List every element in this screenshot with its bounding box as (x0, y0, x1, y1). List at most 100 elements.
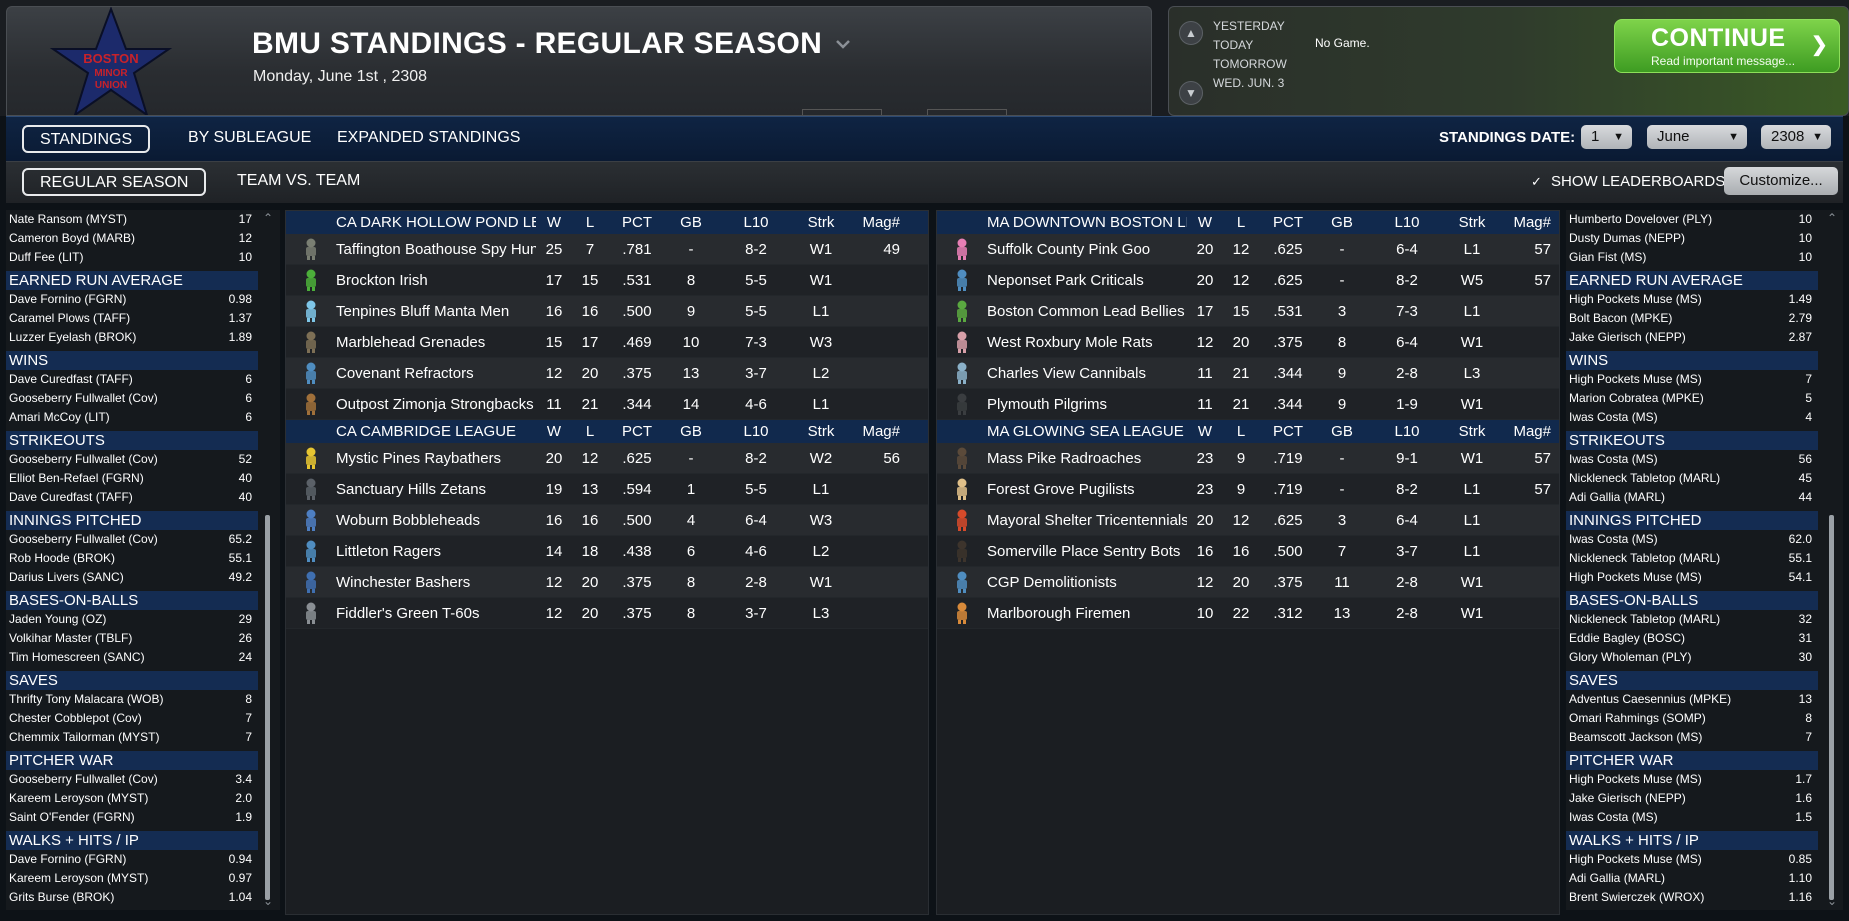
team-row[interactable]: Mystic Pines Raybathers 20 12 .625 - 8-2 W2 56 (286, 443, 928, 474)
tab-expanded-standings[interactable]: EXPANDED STANDINGS (337, 129, 521, 146)
leader-row[interactable]: Glory Wholeman (PLY) 30 (1566, 648, 1818, 667)
column-header[interactable]: W (1197, 423, 1213, 440)
day-next[interactable]: WED. JUN. 3 (1213, 76, 1285, 90)
chevron-down-icon[interactable]: ▼ (1179, 81, 1203, 105)
leader-row[interactable]: Adventus Caesennius (MPKE) 13 (1566, 690, 1818, 709)
team-name[interactable]: Neponset Park Criticals (987, 271, 1144, 289)
leader-row[interactable]: Adi Gallia (MARL) 1.10 (1566, 869, 1818, 888)
leader-row[interactable]: Dave Curedfast (TAFF) 6 (6, 370, 258, 389)
leader-row[interactable]: Jake Gierisch (NEPP) 1.6 (1566, 789, 1818, 808)
scrollbar[interactable]: ⌃ ⌄ (260, 210, 276, 910)
column-header[interactable]: Mag# (862, 214, 900, 231)
column-header[interactable]: Strk (807, 423, 835, 440)
column-header[interactable]: W (546, 423, 562, 440)
column-header[interactable]: Mag# (862, 423, 900, 440)
team-row[interactable]: CGP Demolitionists 12 20 .375 11 2-8 W1 (937, 567, 1559, 598)
leader-row[interactable]: Gooseberry Fullwallet (Cov) 52 (6, 450, 258, 469)
leader-row[interactable]: Dusty Dumas (NEPP) 10 (1566, 229, 1818, 248)
column-header[interactable]: PCT (622, 214, 652, 231)
team-name[interactable]: Forest Grove Pugilists (987, 480, 1135, 498)
column-header[interactable]: GB (1331, 423, 1353, 440)
team-name[interactable]: Littleton Ragers (336, 542, 442, 560)
column-header[interactable]: Mag# (1513, 214, 1551, 231)
column-header[interactable]: L10 (743, 423, 769, 440)
leader-row[interactable]: Nickleneck Tabletop (MARL) 45 (1566, 469, 1818, 488)
leader-row[interactable]: Dave Fornino (FGRN) 0.98 (6, 290, 258, 309)
team-name[interactable]: Mystic Pines Raybathers (336, 449, 502, 467)
leader-row[interactable]: Duff Fee (LIT) 10 (6, 248, 258, 267)
team-name[interactable]: Charles View Cannibals (987, 364, 1146, 382)
team-row[interactable]: Plymouth Pilgrims 11 21 .344 9 1-9 W1 (937, 389, 1559, 420)
column-header[interactable]: L (1236, 423, 1246, 440)
scrollbar[interactable]: ⌃ ⌄ (1824, 210, 1840, 910)
leader-row[interactable]: Nickleneck Tabletop (MARL) 32 (1566, 610, 1818, 629)
column-header[interactable]: GB (680, 214, 702, 231)
column-header[interactable]: PCT (622, 423, 652, 440)
team-row[interactable]: Somerville Place Sentry Bots 16 16 .500 7 3-7… (937, 536, 1559, 567)
column-header[interactable]: L (585, 423, 595, 440)
team-name[interactable]: CGP Demolitionists (987, 573, 1117, 591)
team-row[interactable]: Mass Pike Radroaches 23 9 .719 - 9-1 W1 57 (937, 443, 1559, 474)
leader-row[interactable]: Chester Cobblepot (Cov) 7 (6, 709, 258, 728)
team-name[interactable]: Outpost Zimonja Strongbacks (336, 395, 534, 413)
team-row[interactable]: Boston Common Lead Bellies 17 15 .531 3 7-3 L1 (937, 296, 1559, 327)
month-select[interactable]: June ▼ (1647, 125, 1747, 149)
team-name[interactable]: Covenant Refractors (336, 364, 474, 382)
leader-row[interactable]: Iwas Costa (MS) 56 (1566, 450, 1818, 469)
team-row[interactable]: Outpost Zimonja Strongbacks 11 21 .344 14 4-6… (286, 389, 928, 420)
checkmark-icon[interactable]: ✓ (1531, 173, 1542, 189)
leader-row[interactable]: Gooseberry Fullwallet (Cov) 3.4 (6, 770, 258, 789)
team-row[interactable]: Fiddler's Green T-60s 12 20 .375 8 3-7 L3 (286, 598, 928, 629)
team-name[interactable]: Somerville Place Sentry Bots (987, 542, 1181, 560)
leader-row[interactable]: Marion Cobratea (MPKE) 5 (1566, 389, 1818, 408)
team-name[interactable]: Fiddler's Green T-60s (336, 604, 480, 622)
column-header[interactable]: W (546, 214, 562, 231)
leader-row[interactable]: Caramel Plows (TAFF) 1.37 (6, 309, 258, 328)
tab-standings[interactable]: STANDINGS (22, 125, 151, 153)
continue-button[interactable]: CONTINUE ❯ Read important message... (1614, 19, 1840, 73)
day-select[interactable]: 1 ▼ (1581, 125, 1632, 149)
leader-row[interactable]: Jaden Young (OZ) 29 (6, 610, 258, 629)
leader-row[interactable]: Jake Gierisch (NEPP) 2.87 (1566, 328, 1818, 347)
chevron-up-icon[interactable]: ⌃ (1826, 211, 1838, 225)
team-row[interactable]: Charles View Cannibals 11 21 .344 9 2-8 L3 (937, 358, 1559, 389)
column-header[interactable]: L10 (1394, 214, 1420, 231)
leader-row[interactable]: Gian Fist (MS) 10 (1566, 248, 1818, 267)
team-row[interactable]: Winchester Bashers 12 20 .375 8 2-8 W1 (286, 567, 928, 598)
column-header[interactable]: Strk (1458, 423, 1486, 440)
column-header[interactable]: Strk (807, 214, 835, 231)
chevron-down-icon[interactable] (834, 35, 852, 53)
customize-button[interactable]: Customize... (1724, 167, 1838, 195)
team-row[interactable]: Neponset Park Criticals 20 12 .625 - 8-2 W5 57 (937, 265, 1559, 296)
leader-row[interactable]: High Pockets Muse (MS) 54.1 (1566, 568, 1818, 587)
column-header[interactable]: L10 (1394, 423, 1420, 440)
team-row[interactable]: Covenant Refractors 12 20 .375 13 3-7 L2 (286, 358, 928, 389)
leader-row[interactable]: Gooseberry Fullwallet (Cov) 6 (6, 389, 258, 408)
team-name[interactable]: Tenpines Bluff Manta Men (336, 302, 510, 320)
leader-row[interactable]: Chemmix Tailorman (MYST) 7 (6, 728, 258, 747)
leader-row[interactable]: Adi Gallia (MARL) 44 (1566, 488, 1818, 507)
team-row[interactable]: Brockton Irish 17 15 .531 8 5-5 W1 (286, 265, 928, 296)
column-header[interactable]: GB (680, 423, 702, 440)
team-row[interactable]: Marblehead Grenades 15 17 .469 10 7-3 W3 (286, 327, 928, 358)
leader-row[interactable]: Gooseberry Fullwallet (Cov) 65.2 (6, 530, 258, 549)
day-today[interactable]: TODAY (1213, 38, 1254, 52)
leader-row[interactable]: Darius Livers (SANC) 49.2 (6, 568, 258, 587)
team-row[interactable]: Suffolk County Pink Goo 20 12 .625 - 6-4 L1 57 (937, 234, 1559, 265)
tab-regular-season[interactable]: REGULAR SEASON (22, 168, 207, 196)
show-leaderboards-toggle[interactable]: ✓ SHOW LEADERBOARDS (1531, 173, 1725, 190)
leader-row[interactable]: Bolt Bacon (MPKE) 2.79 (1566, 309, 1818, 328)
column-header[interactable]: PCT (1273, 423, 1303, 440)
team-row[interactable]: Taffington Boathouse Spy Hunters 25 7 .781 -… (286, 234, 928, 265)
leader-row[interactable]: Luzzer Eyelash (BROK) 1.89 (6, 328, 258, 347)
leader-row[interactable]: Kareem Leroyson (MYST) 0.97 (6, 869, 258, 888)
chevron-down-icon[interactable]: ⌄ (1826, 894, 1838, 908)
leader-row[interactable]: Nate Ransom (MYST) 17 (6, 210, 258, 229)
leader-row[interactable]: Dave Curedfast (TAFF) 40 (6, 488, 258, 507)
column-header[interactable]: Strk (1458, 214, 1486, 231)
leader-row[interactable]: Saint O'Fender (FGRN) 1.9 (6, 808, 258, 827)
column-header[interactable]: GB (1331, 214, 1353, 231)
day-tomorrow[interactable]: TOMORROW (1213, 57, 1287, 71)
column-header[interactable]: L (1236, 214, 1246, 231)
leader-row[interactable]: Volkihar Master (TBLF) 26 (6, 629, 258, 648)
